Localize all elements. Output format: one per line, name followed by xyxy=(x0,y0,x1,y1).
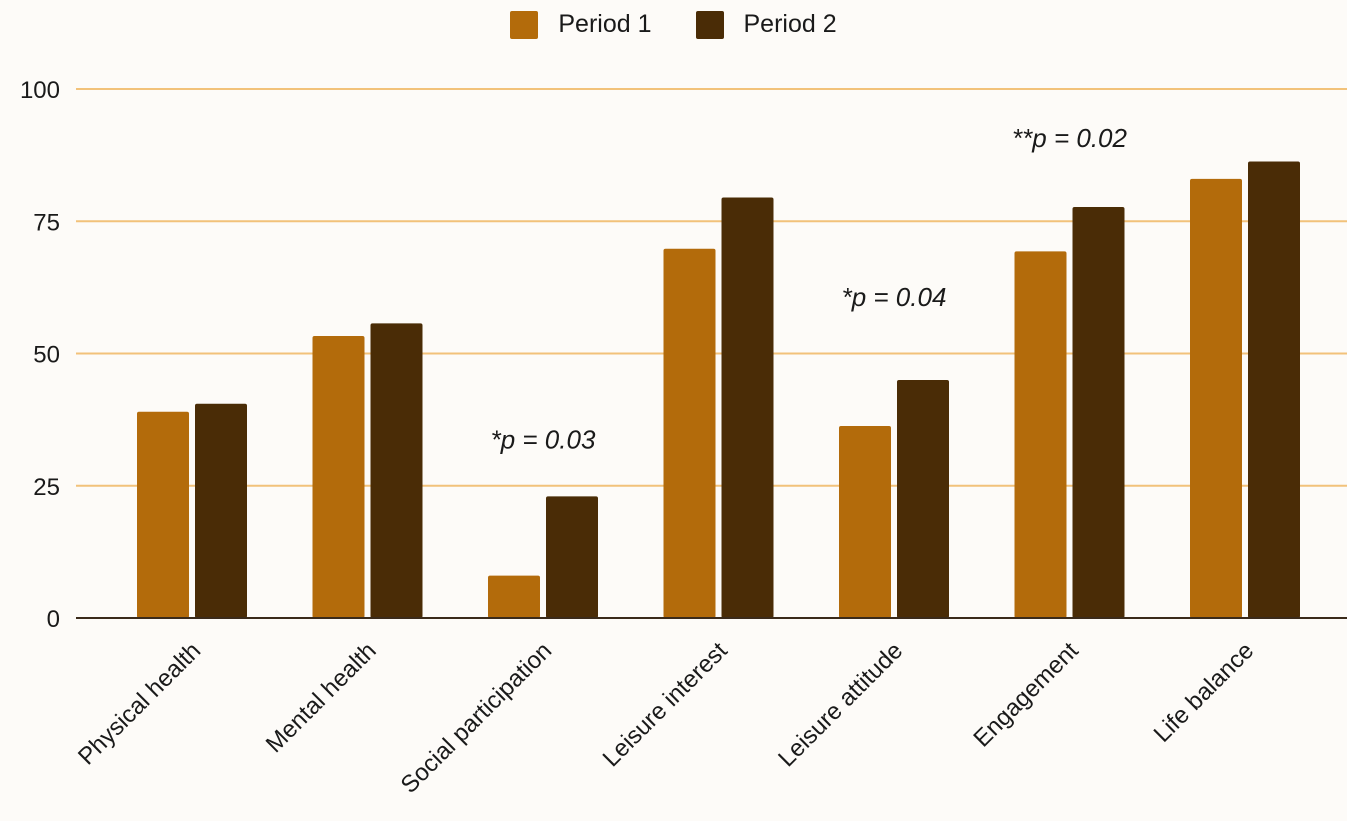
significance-annotation: *p = 0.04 xyxy=(842,282,947,312)
x-tick-label: Physical health xyxy=(73,637,206,770)
y-tick-label: 0 xyxy=(47,606,60,633)
bar xyxy=(195,403,247,618)
legend-swatch-period-2 xyxy=(695,10,724,39)
bar xyxy=(546,496,598,618)
bar xyxy=(839,425,891,618)
significance-annotation: **p = 0.02 xyxy=(1012,123,1127,153)
x-tick-label: Life balance xyxy=(1149,637,1260,748)
bar xyxy=(370,323,423,618)
x-tick-label: Mental health xyxy=(261,637,382,758)
bar xyxy=(312,336,365,618)
x-tick-label: Engagement xyxy=(968,637,1084,753)
legend-item-period-1: Period 1 xyxy=(510,10,652,39)
bar xyxy=(488,575,540,618)
bar xyxy=(1072,206,1125,619)
legend-label-period-1: Period 1 xyxy=(558,10,652,38)
x-tick-label: Social participation xyxy=(396,637,558,799)
bar xyxy=(1190,178,1242,618)
legend-label-period-2: Period 2 xyxy=(743,10,837,38)
bar xyxy=(663,248,716,618)
y-tick-label: 75 xyxy=(33,209,60,236)
x-tick-label: Leisure attitude xyxy=(773,637,908,772)
y-tick-label: 100 xyxy=(20,77,60,104)
y-tick-label: 25 xyxy=(33,474,60,501)
bar xyxy=(897,379,949,618)
bar xyxy=(721,197,774,618)
bar xyxy=(1014,251,1067,618)
chart-legend: Period 1 Period 2 xyxy=(0,10,1347,39)
legend-swatch-period-1 xyxy=(510,10,539,39)
bar xyxy=(1248,161,1300,618)
significance-annotation: *p = 0.03 xyxy=(491,425,596,455)
y-tick-label: 50 xyxy=(33,342,60,369)
x-tick-label: Leisure interest xyxy=(598,637,733,772)
legend-item-period-2: Period 2 xyxy=(695,10,837,39)
bar xyxy=(137,411,189,618)
